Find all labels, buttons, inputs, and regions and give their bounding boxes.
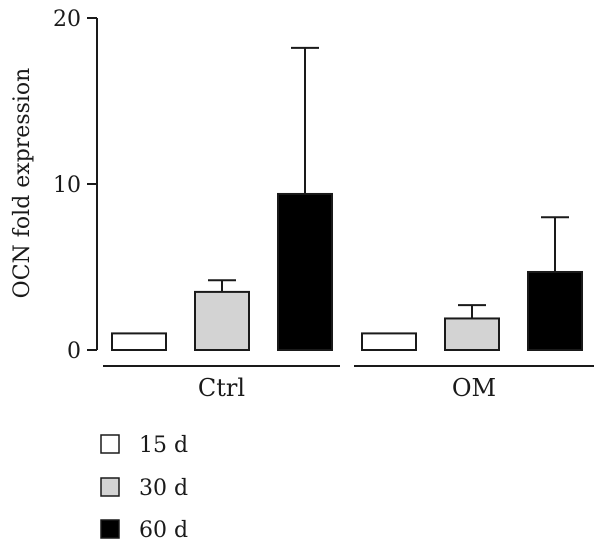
legend-swatch xyxy=(100,477,120,497)
bar xyxy=(111,332,167,351)
legend-label: 15 d xyxy=(139,433,188,458)
legend: 15 d 30 d 60 d xyxy=(100,433,188,543)
y-tick-label: 20 xyxy=(53,7,81,32)
y-axis: 0 10 20 xyxy=(53,7,98,364)
legend-label: 60 d xyxy=(139,518,188,543)
bar xyxy=(361,332,417,351)
group-label: OM xyxy=(452,374,496,402)
legend-swatch xyxy=(100,434,120,454)
y-tick-label: 10 xyxy=(53,173,81,198)
legend-swatch xyxy=(100,519,120,539)
legend-label: 30 d xyxy=(139,476,188,501)
error-bars xyxy=(208,46,569,319)
bar xyxy=(194,290,250,351)
y-axis-title: OCN fold expression xyxy=(10,68,35,299)
bar xyxy=(444,317,500,351)
group-label: Ctrl xyxy=(198,374,245,402)
bars xyxy=(111,192,583,352)
group-brackets: Ctrl OM xyxy=(103,365,594,402)
bar xyxy=(527,270,583,352)
y-tick-label: 0 xyxy=(67,339,81,364)
bar xyxy=(277,192,333,351)
